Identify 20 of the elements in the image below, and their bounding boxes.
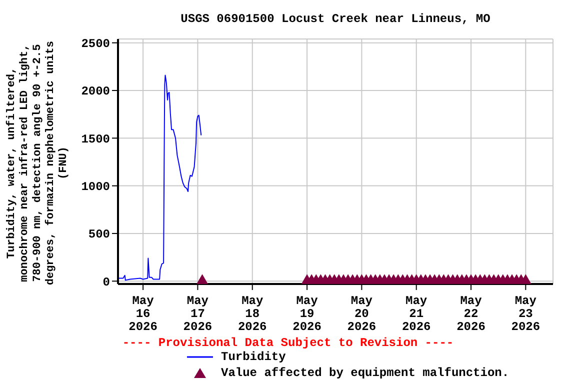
x-tick-label: May 19 2026 xyxy=(292,294,322,334)
x-tick-label: May 21 2026 xyxy=(402,294,431,334)
y-tick-label: 1000 xyxy=(81,180,110,194)
y-axis-title: Turbidity, water, unfiltered, monochrome near infra-red LED light, 780-900 nm, detection angle 90 +-2.5 degrees, formazin nephelometric units (FNU) xyxy=(5,40,70,286)
y-tick-label: 1500 xyxy=(81,132,110,146)
x-tick-label: May 22 2026 xyxy=(456,294,486,334)
x-tick-label: May 18 2026 xyxy=(238,294,267,334)
legend-label: Turbidity xyxy=(221,350,286,364)
x-tick-label: May 17 2026 xyxy=(183,294,212,334)
line-series xyxy=(118,74,202,281)
x-tick-label: May 16 2026 xyxy=(128,294,158,334)
legend-label: Value affected by equipment malfunction. xyxy=(221,366,510,380)
y-tick-label: 2000 xyxy=(81,84,110,99)
y-tick-label: 500 xyxy=(88,228,110,242)
y-tick-label: 0 xyxy=(102,275,110,290)
x-tick-label: May 23 2026 xyxy=(511,294,540,334)
x-tick-label: May 20 2026 xyxy=(347,294,376,334)
y-tick-label: 2500 xyxy=(81,37,110,52)
text: ---- Provisional Data Subject to Revision ---- xyxy=(121,336,455,350)
chart-title: USGS 06901500 Locust Creek near Linneus, MO xyxy=(180,12,492,26)
